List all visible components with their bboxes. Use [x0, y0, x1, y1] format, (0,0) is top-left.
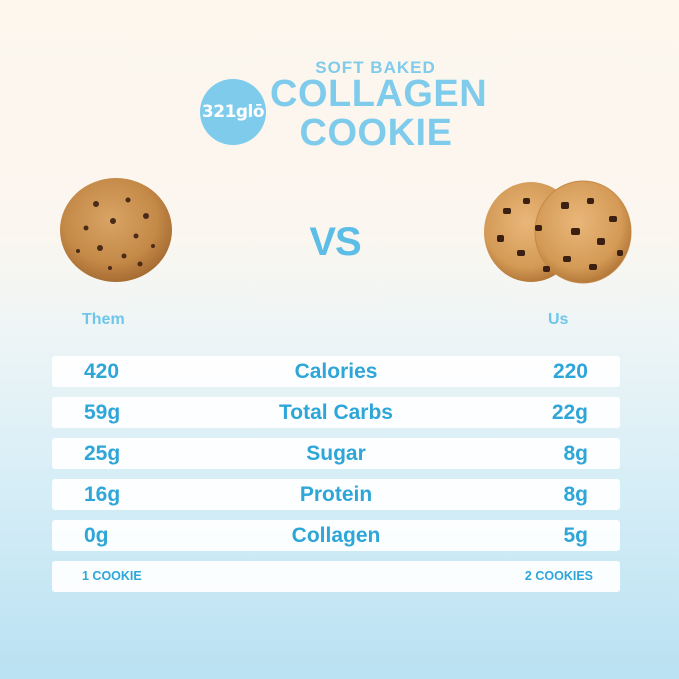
us-value: 22g — [551, 401, 588, 424]
two-cookies-image — [484, 180, 632, 284]
table-row: 420 Calories 220 — [52, 356, 620, 387]
nutrient-label: Calories — [294, 360, 378, 383]
us-serving: 2 COOKIES — [524, 569, 593, 583]
brand-logo-text: 321glō — [201, 102, 265, 122]
vs-label: VS — [309, 220, 361, 264]
them-value: 59g — [84, 401, 121, 424]
us-value: 8g — [563, 483, 588, 506]
single-cookie-image — [60, 178, 172, 282]
us-value: 8g — [563, 442, 588, 465]
them-value: 16g — [84, 483, 121, 506]
serving-row: 1 COOKIE 2 COOKIES — [52, 561, 620, 592]
product-title-line1: COLLAGEN — [270, 73, 488, 115]
table-row: 0g Collagen 5g — [52, 520, 620, 551]
nutrient-label: Total Carbs — [279, 401, 393, 424]
them-value: 420 — [84, 360, 120, 383]
brand-logo-badge: 321glō — [200, 79, 266, 145]
table-row: 59g Total Carbs 22g — [52, 397, 620, 428]
table-row: 16g Protein 8g — [52, 479, 620, 510]
comparison-table: 420 Calories 220 59g Total Carbs 22g 25g… — [52, 356, 620, 602]
them-serving: 1 COOKIE — [82, 569, 142, 583]
them-value: 25g — [84, 442, 121, 465]
nutrient-label: Protein — [299, 483, 373, 506]
brand-tagline: SOFT BAKED — [315, 58, 436, 77]
nutrient-label: Sugar — [306, 442, 366, 465]
us-value: 5g — [563, 524, 588, 547]
them-value: 0g — [84, 524, 109, 547]
table-row: 25g Sugar 8g — [52, 438, 620, 469]
product-title-line2: COOKIE — [299, 112, 453, 154]
nutrient-label: Collagen — [291, 524, 381, 547]
us-value: 220 — [552, 360, 588, 383]
column-label-them: Them — [82, 311, 125, 328]
column-label-us: Us — [548, 311, 569, 328]
